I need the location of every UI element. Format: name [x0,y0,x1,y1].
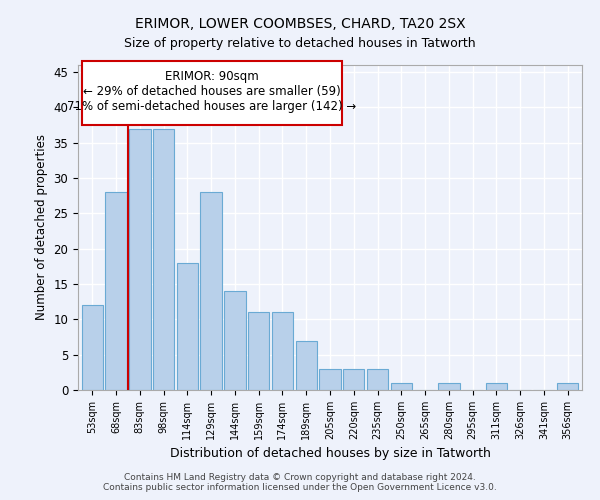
Bar [82,305,103,390]
Bar [391,383,412,390]
Text: 71% of semi-detached houses are larger (142) →: 71% of semi-detached houses are larger (… [67,100,356,114]
Text: Contains HM Land Registry data © Crown copyright and database right 2024.: Contains HM Land Registry data © Crown c… [124,474,476,482]
Bar [224,291,245,390]
Text: ERIMOR, LOWER COOMBSES, CHARD, TA20 2SX: ERIMOR, LOWER COOMBSES, CHARD, TA20 2SX [134,18,466,32]
Text: Size of property relative to detached houses in Tatworth: Size of property relative to detached ho… [124,38,476,51]
Bar [319,369,341,390]
Bar [272,312,293,390]
Bar [486,383,507,390]
Text: ERIMOR: 90sqm: ERIMOR: 90sqm [165,70,259,83]
Y-axis label: Number of detached properties: Number of detached properties [35,134,48,320]
Bar [153,128,174,390]
Bar [82,62,342,125]
Text: Contains public sector information licensed under the Open Government Licence v3: Contains public sector information licen… [103,484,497,492]
Bar [129,128,151,390]
Bar [106,192,127,390]
Bar [200,192,222,390]
X-axis label: Distribution of detached houses by size in Tatworth: Distribution of detached houses by size … [170,448,490,460]
Bar [438,383,460,390]
Bar [343,369,364,390]
Bar [176,263,198,390]
Bar [367,369,388,390]
Text: ← 29% of detached houses are smaller (59): ← 29% of detached houses are smaller (59… [83,85,341,98]
Bar [296,340,317,390]
Bar [248,312,269,390]
Bar [557,383,578,390]
